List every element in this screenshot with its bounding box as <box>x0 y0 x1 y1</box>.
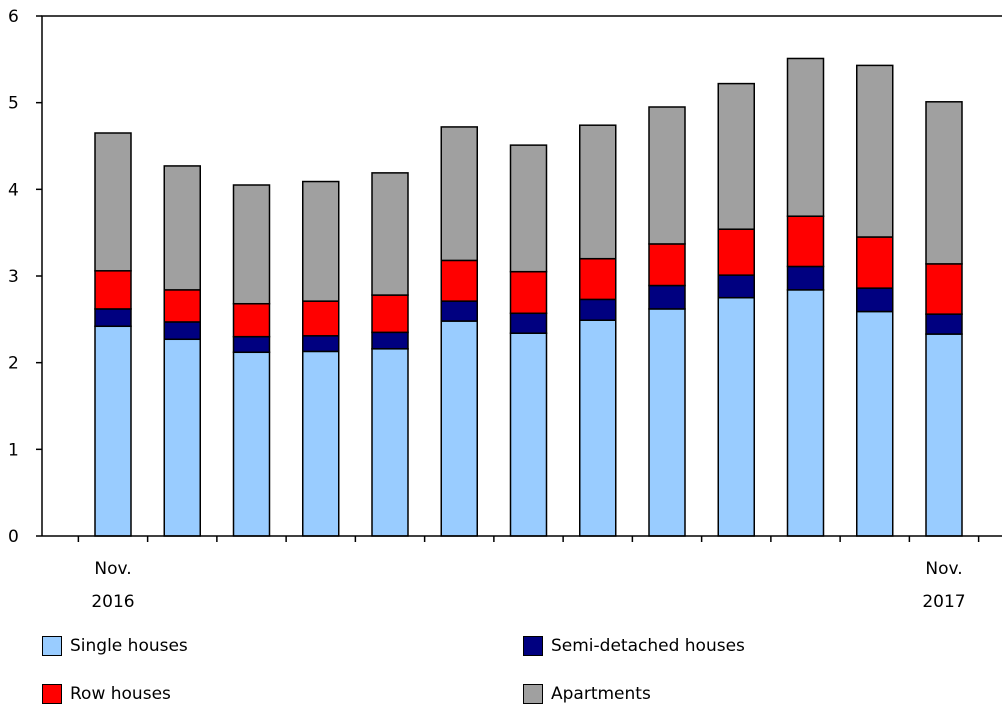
legend-item-semi-detached-houses: Semi-detached houses <box>523 636 745 656</box>
bar-apartments-10 <box>786 57 825 217</box>
legend-label: Row houses <box>70 684 171 704</box>
bar-semi-detached-houses-6 <box>509 312 548 334</box>
bar-single-houses-11 <box>856 310 894 537</box>
bar-single-houses-7 <box>579 319 617 537</box>
legend-swatch-apartments <box>523 684 543 704</box>
bar-semi-detached-houses-12 <box>925 313 963 335</box>
y-tick-label: 6 <box>8 7 19 27</box>
legend: Single houses Semi-detached houses Row h… <box>0 628 1002 706</box>
bar-row-houses-6 <box>509 270 548 315</box>
bar-semi-detached-houses-3 <box>302 335 340 353</box>
x-tick-label: 2016 <box>91 592 134 612</box>
legend-swatch-single-houses <box>42 636 62 656</box>
x-tick-label: Nov. <box>94 559 131 579</box>
y-tick-label: 4 <box>8 180 19 200</box>
bar-apartments-2 <box>232 184 271 305</box>
bars-layer <box>94 57 963 537</box>
bar-semi-detached-houses-10 <box>786 265 825 291</box>
bar-row-houses-0 <box>94 270 132 310</box>
bar-semi-detached-houses-0 <box>94 308 132 328</box>
legend-item-row-houses: Row houses <box>42 684 171 704</box>
y-tick-labels: 0 1 2 3 4 5 6 <box>8 7 19 547</box>
bar-apartments-9 <box>717 82 755 230</box>
bar-single-houses-12 <box>925 333 963 537</box>
bar-row-houses-3 <box>302 300 340 337</box>
bar-single-houses-5 <box>440 320 478 537</box>
bar-row-houses-4 <box>371 294 409 334</box>
bar-single-houses-3 <box>302 350 340 537</box>
x-tick-label: 2017 <box>922 592 965 612</box>
bar-apartments-1 <box>163 165 201 291</box>
bar-row-houses-5 <box>440 259 478 302</box>
bar-single-houses-8 <box>648 308 686 537</box>
bar-apartments-12 <box>925 101 963 265</box>
legend-swatch-row-houses <box>42 684 62 704</box>
bar-apartments-6 <box>509 144 548 273</box>
bar-semi-detached-houses-8 <box>648 284 686 310</box>
bar-row-houses-9 <box>717 228 755 276</box>
bar-semi-detached-houses-1 <box>163 321 201 341</box>
legend-label: Apartments <box>551 684 651 704</box>
legend-item-single-houses: Single houses <box>42 636 188 656</box>
bar-apartments-5 <box>440 126 478 262</box>
bar-semi-detached-houses-9 <box>717 274 755 299</box>
bar-semi-detached-houses-7 <box>579 298 617 321</box>
bar-apartments-8 <box>648 106 686 245</box>
x-tick-labels: Nov. 2016 Nov. 2017 <box>91 559 965 612</box>
y-tick-label: 3 <box>8 267 19 287</box>
bar-apartments-4 <box>371 172 409 296</box>
bar-single-houses-2 <box>232 351 271 537</box>
bar-semi-detached-houses-4 <box>371 331 409 350</box>
legend-label: Semi-detached houses <box>551 636 745 656</box>
y-tick-label: 2 <box>8 354 19 374</box>
bar-single-houses-0 <box>94 325 132 537</box>
legend-item-apartments: Apartments <box>523 684 651 704</box>
y-tick-label: 1 <box>8 440 19 460</box>
bar-single-houses-9 <box>717 296 755 537</box>
bar-single-houses-1 <box>163 338 201 537</box>
x-tick-label: Nov. <box>925 559 962 579</box>
bar-row-houses-8 <box>648 243 686 287</box>
bar-semi-detached-houses-5 <box>440 300 478 322</box>
bar-apartments-7 <box>579 124 617 260</box>
y-tick-label: 5 <box>8 94 19 114</box>
chart: 0 1 2 3 4 5 6 Nov. 2016 Nov. 2017 <box>8 7 1002 612</box>
bar-row-houses-12 <box>925 263 963 315</box>
legend-swatch-semi-detached-houses <box>523 636 543 656</box>
axis-layer <box>36 15 1002 542</box>
bar-single-houses-4 <box>371 348 409 537</box>
bar-single-houses-10 <box>786 289 825 537</box>
bar-semi-detached-houses-11 <box>856 287 894 313</box>
bar-apartments-3 <box>302 180 340 302</box>
bar-apartments-11 <box>856 64 894 238</box>
bar-row-houses-7 <box>579 257 617 301</box>
y-tick-label: 0 <box>8 527 19 547</box>
bar-apartments-0 <box>94 132 132 272</box>
bar-row-houses-11 <box>856 236 894 289</box>
bar-row-houses-1 <box>163 289 201 323</box>
bar-single-houses-6 <box>509 332 548 537</box>
bar-semi-detached-houses-2 <box>232 335 271 354</box>
bar-row-houses-2 <box>232 302 271 338</box>
bar-row-houses-10 <box>786 215 825 268</box>
legend-label: Single houses <box>70 636 188 656</box>
